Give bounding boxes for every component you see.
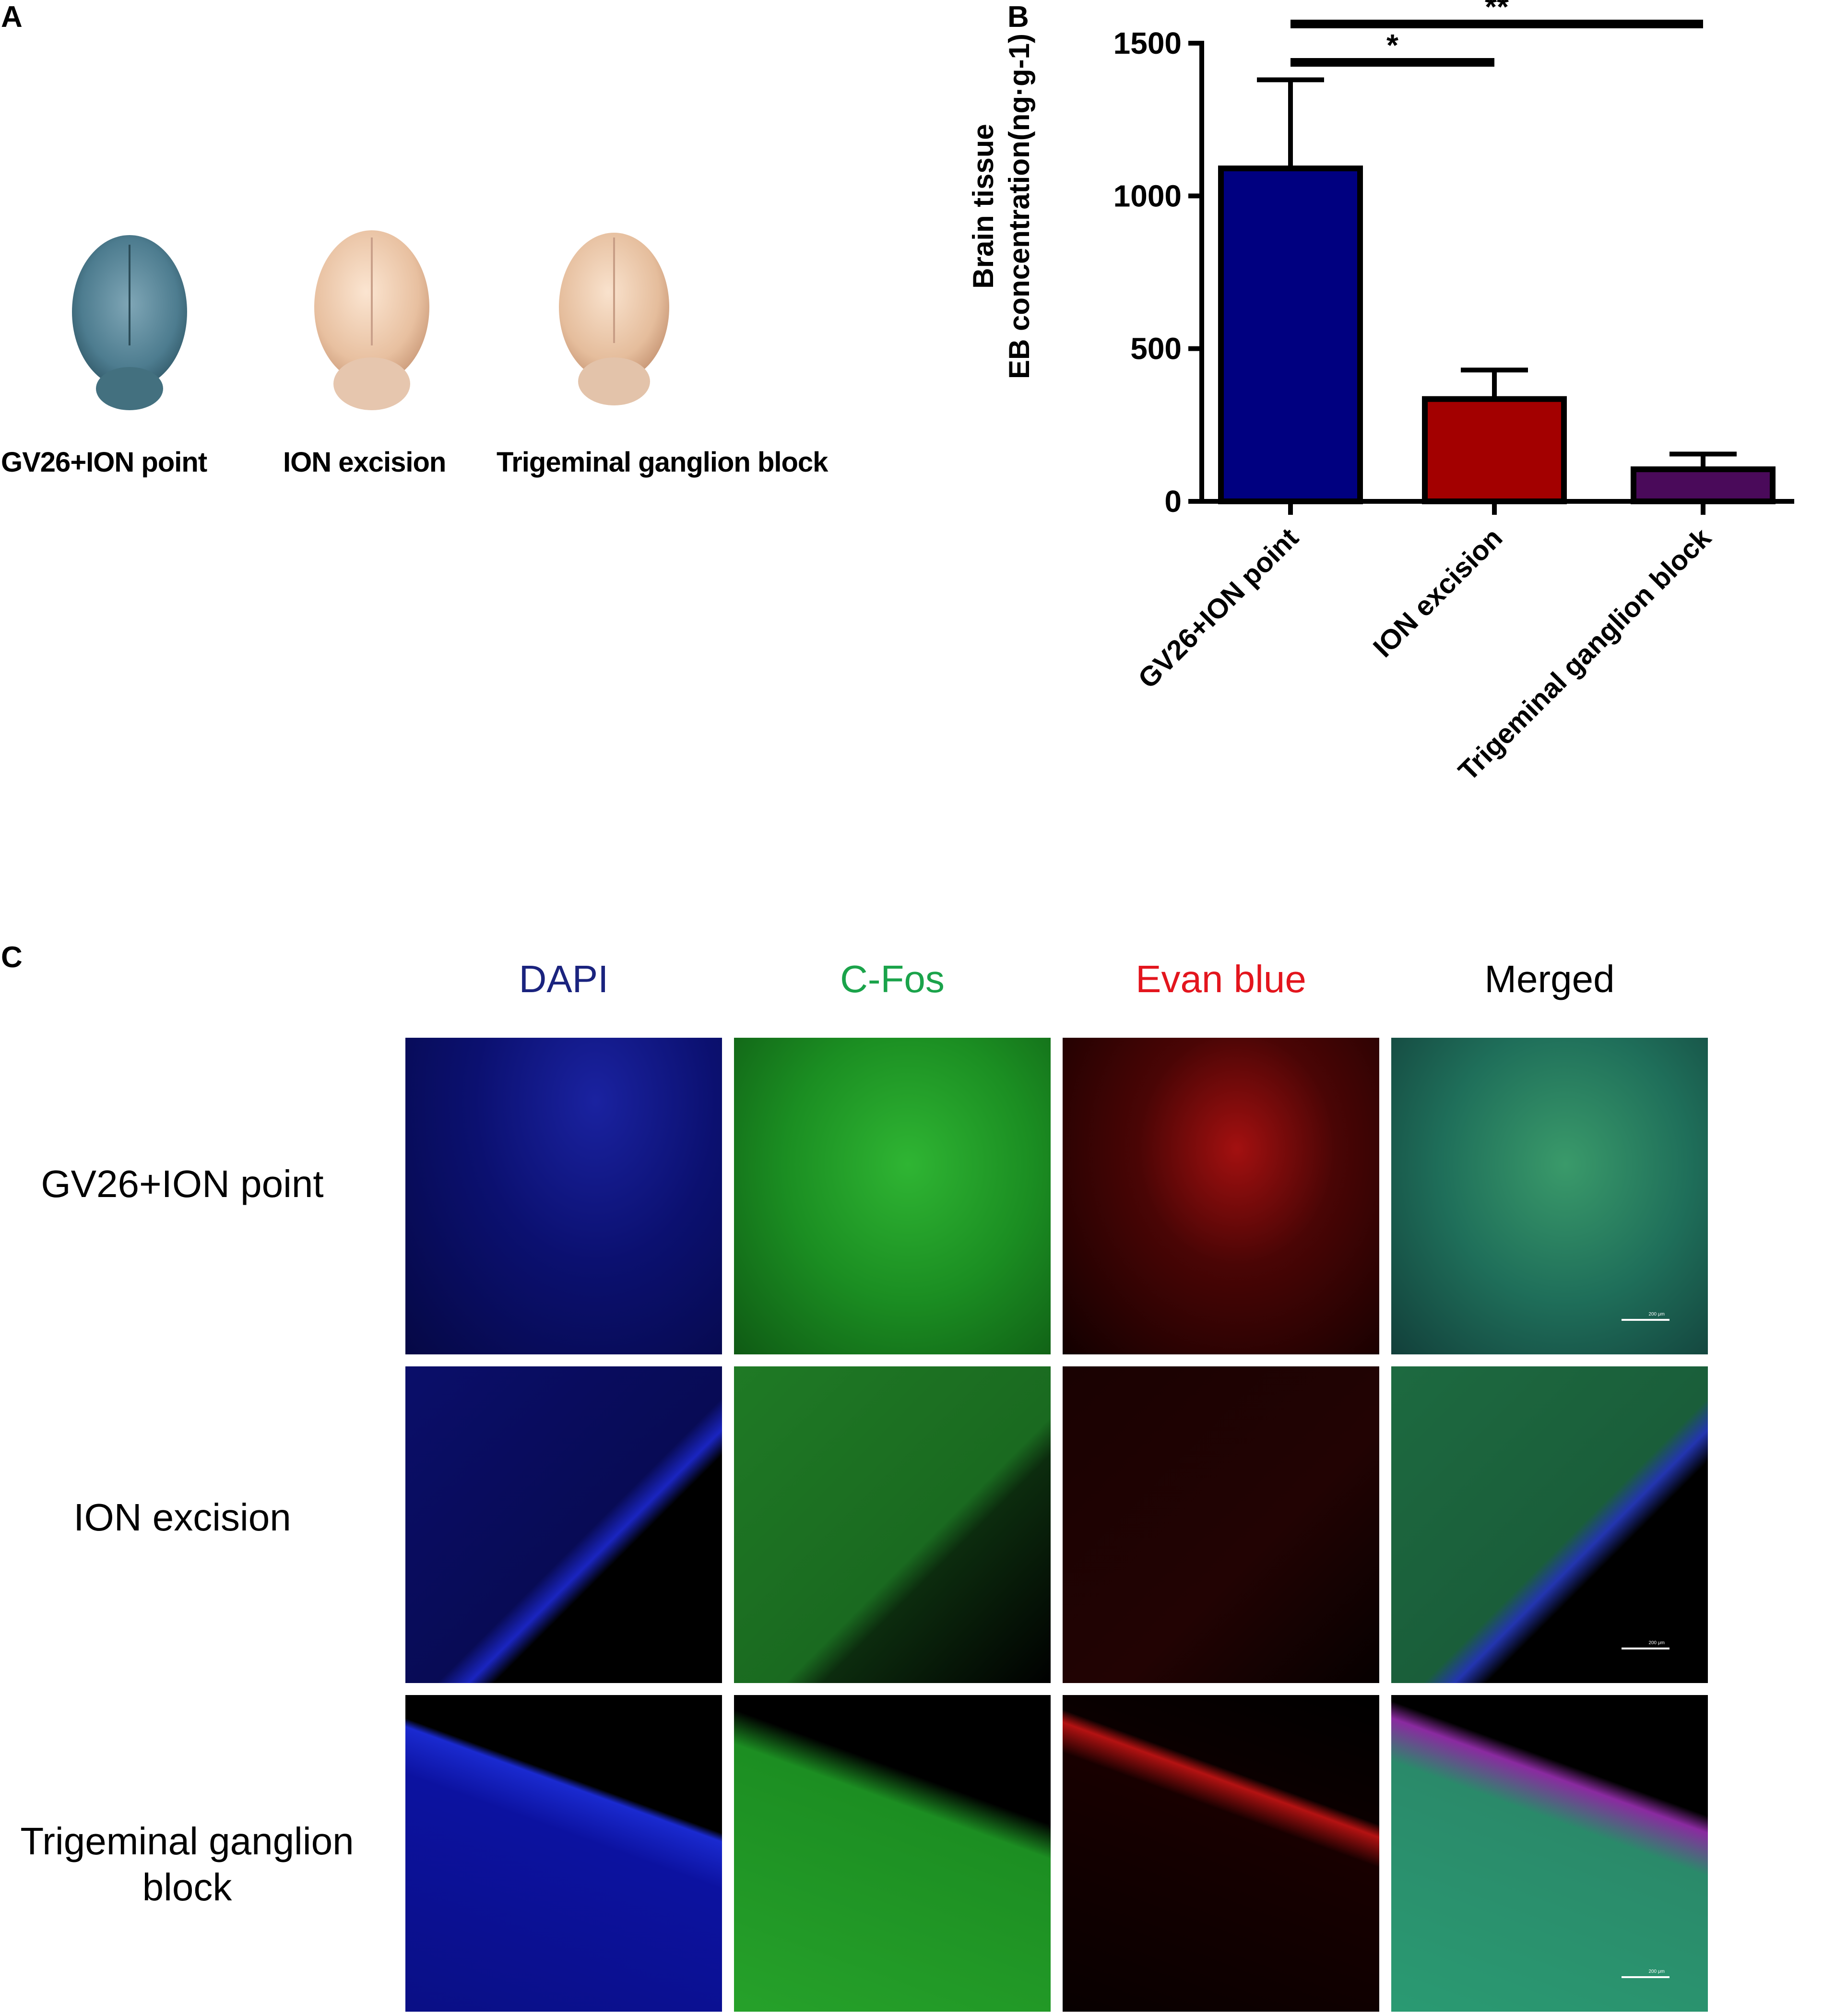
micrograph-tgb-dapi bbox=[405, 1695, 722, 2012]
significance-label: ** bbox=[1485, 0, 1509, 24]
scale-bar-label: 200 μm bbox=[1648, 1969, 1665, 1974]
micrograph-gv26-dapi bbox=[405, 1038, 722, 1354]
bar bbox=[1422, 396, 1567, 505]
panel-label-a: A bbox=[1, 0, 23, 34]
micrograph-gv26-cfos bbox=[734, 1038, 1051, 1354]
micrograph-gv26-merged: 200 μm bbox=[1391, 1038, 1708, 1354]
scale-bar-label: 200 μm bbox=[1648, 1640, 1665, 1646]
y-axis-label: Brain tissue bbox=[967, 124, 999, 288]
y-tick-label: 0 bbox=[1164, 484, 1182, 519]
column-label-cfos: C-Fos bbox=[840, 958, 945, 1000]
y-tick-label: 1000 bbox=[1113, 178, 1182, 213]
scale-bar bbox=[1622, 1976, 1669, 1978]
micrograph-gv26-evans-blue bbox=[1063, 1038, 1379, 1354]
brain-label-trigeminal-block: Trigeminal ganglion block bbox=[497, 447, 828, 478]
y-tick-label: 1500 bbox=[1113, 26, 1182, 60]
y-tick-label: 500 bbox=[1130, 332, 1182, 366]
micrograph-ion-evans-blue bbox=[1063, 1366, 1379, 1683]
brain-photo-ion-excision bbox=[314, 230, 429, 410]
micrograph-ion-merged: 200 μm bbox=[1391, 1366, 1708, 1683]
row-label-gv26: GV26+ION point bbox=[41, 1162, 324, 1205]
scale-bar bbox=[1622, 1319, 1669, 1321]
brain-photo-gv26 bbox=[72, 235, 187, 410]
y-axis-label: EB concentration(ng·g-1) bbox=[1003, 34, 1035, 379]
micrograph-tgb-evans-blue bbox=[1063, 1695, 1379, 2012]
x-tick-label: Trigeminal ganglion block bbox=[1452, 522, 1717, 787]
row-label-ion-excision: ION excision bbox=[73, 1496, 291, 1539]
micrograph-tgb-merged: 200 μm bbox=[1391, 1695, 1708, 2012]
x-tick-label: GV26+ION point bbox=[1132, 522, 1304, 694]
panel-label-c: C bbox=[1, 941, 23, 974]
bar bbox=[1631, 466, 1776, 505]
brain-photo-trigeminal-block bbox=[559, 233, 669, 405]
row-label-trigeminal-block: Trigeminal ganglion block bbox=[20, 1820, 354, 1909]
column-label-dapi: DAPI bbox=[519, 958, 609, 1000]
scale-bar-label: 200 μm bbox=[1648, 1312, 1665, 1317]
panel-label-b: B bbox=[1007, 0, 1029, 34]
brain-label-ion-excision: ION excision bbox=[283, 447, 446, 478]
brain-label-gv26: GV26+ION point bbox=[1, 447, 207, 478]
column-label-merged: Merged bbox=[1484, 958, 1615, 1000]
bar bbox=[1218, 166, 1363, 504]
column-label-evans-blue: Evan blue bbox=[1136, 958, 1306, 1000]
significance-label: * bbox=[1386, 28, 1398, 62]
micrograph-ion-dapi bbox=[405, 1366, 722, 1683]
micrograph-ion-cfos bbox=[734, 1366, 1051, 1683]
bar-chart: 0 500 1000 1500 Brain tissue EB concentration… bbox=[967, 0, 1794, 787]
scale-bar bbox=[1622, 1648, 1669, 1649]
x-tick-label: ION excision bbox=[1367, 522, 1508, 663]
micrograph-tgb-cfos bbox=[734, 1695, 1051, 2012]
